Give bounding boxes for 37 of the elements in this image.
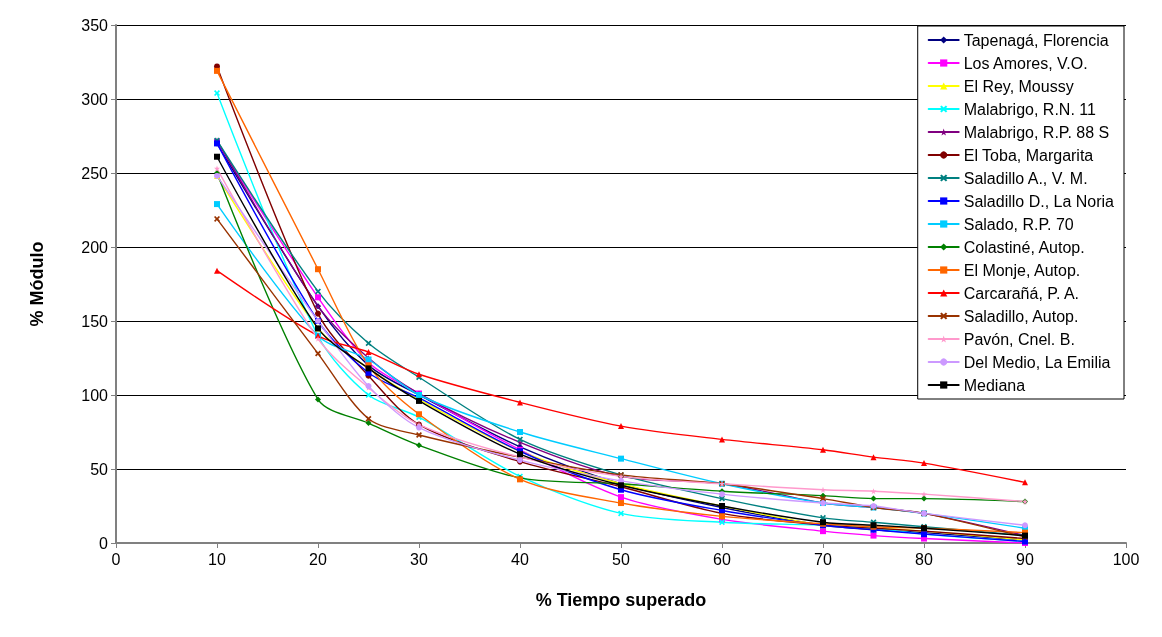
legend-label: Tapenagá, Florencia <box>963 31 1109 49</box>
legend-label: Saladillo, Autop. <box>963 307 1079 325</box>
legend-label: Malabrigo, R.N. 11 <box>963 100 1097 118</box>
x-tick-label: 0 <box>111 550 121 568</box>
legend-label: Los Amores, V.O. <box>963 54 1088 72</box>
x-tick-label: 50 <box>612 550 630 568</box>
x-tick-label: 70 <box>814 550 832 568</box>
y-tick-label: 350 <box>81 16 109 34</box>
y-tick-label: 150 <box>81 312 109 330</box>
x-tick-label: 100 <box>1112 550 1140 568</box>
y-tick-label: 100 <box>81 386 109 404</box>
legend-label: El Toba, Margarita <box>963 146 1094 164</box>
legend-label: Pavón, Cnel. B. <box>963 330 1075 348</box>
y-tick-label: 200 <box>81 238 109 256</box>
legend-label: Carcarañá, P. A. <box>963 284 1080 302</box>
y-tick-label: 250 <box>81 164 109 182</box>
legend-label: Del Medio, La Emilia <box>963 353 1111 371</box>
x-tick-label: 60 <box>713 550 731 568</box>
y-tick-label: 50 <box>90 460 109 478</box>
legend-label: El Monje, Autop. <box>963 261 1081 279</box>
x-tick-label: 20 <box>309 550 327 568</box>
legend-label: Mediana <box>963 376 1026 394</box>
x-tick-label: 90 <box>1016 550 1034 568</box>
x-tick-label: 10 <box>208 550 226 568</box>
x-tick-label: 80 <box>915 550 933 568</box>
legend-label: Malabrigo, R.P. 88 S <box>963 123 1110 141</box>
legend-label: Colastiné, Autop. <box>963 238 1085 256</box>
legend-label: Salado, R.P. 70 <box>963 215 1074 233</box>
y-tick-label: 300 <box>81 90 109 108</box>
legend-label: El Rey, Moussy <box>963 77 1074 95</box>
x-tick-label: 30 <box>410 550 428 568</box>
y-tick-label: 0 <box>99 534 109 552</box>
x-tick-label: 40 <box>511 550 529 568</box>
legend-label: Saladillo D., La Noria <box>963 192 1115 210</box>
legend-label: Saladillo A., V. M. <box>963 169 1088 187</box>
y-axis-title: % Módulo <box>27 241 47 327</box>
x-axis-title: % Tiempo superado <box>535 590 707 610</box>
